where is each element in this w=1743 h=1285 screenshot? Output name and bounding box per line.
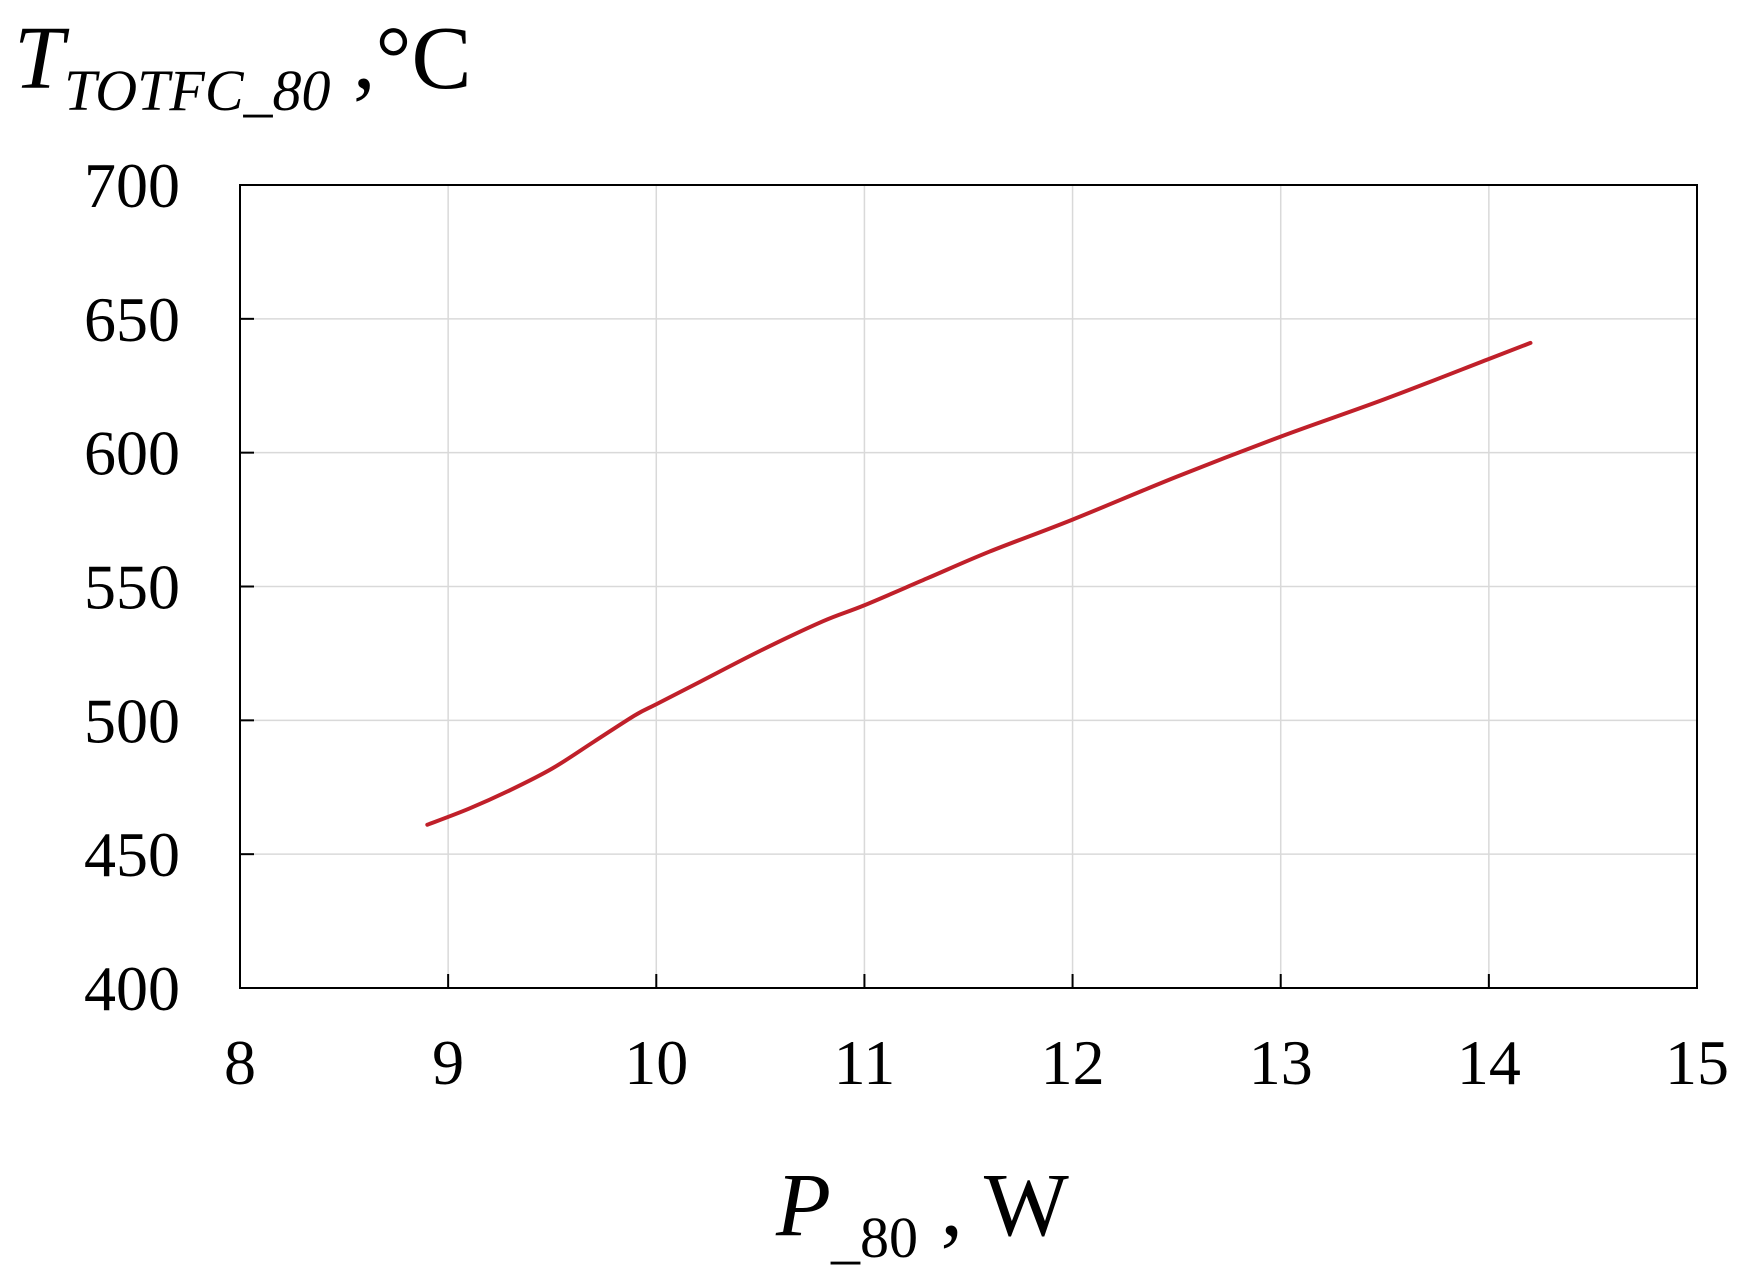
grid-lines	[239, 184, 1698, 989]
x-axis-subscript: _80	[830, 1205, 918, 1270]
y-axis-subscript: TOTFC_80	[64, 58, 330, 123]
y-tick-label: 700	[84, 150, 180, 221]
y-tick-label: 650	[84, 284, 180, 355]
y-tick-label: 450	[84, 819, 180, 890]
y-tick-label: 400	[84, 953, 180, 1024]
y-tick-label: 500	[84, 685, 180, 756]
series-line	[425, 340, 1533, 827]
y-axis-label: TTOTFC_80 ,°C	[14, 9, 472, 123]
x-tick-labels: 8 9 10 11 12 13 14 15	[224, 1027, 1729, 1098]
x-axis-unit: , W	[918, 1156, 1069, 1255]
y-axis-unit: ,°C	[331, 9, 472, 108]
plot-frame	[239, 184, 1698, 989]
x-tick-label: 13	[1249, 1027, 1313, 1098]
x-axis-symbol: P	[775, 1156, 831, 1255]
y-tick-label: 600	[84, 418, 180, 489]
series-group	[425, 340, 1533, 827]
x-tick-label: 14	[1457, 1027, 1521, 1098]
x-tick-label: 8	[224, 1027, 256, 1098]
x-tick-label: 10	[624, 1027, 688, 1098]
x-tick-label: 15	[1665, 1027, 1729, 1098]
x-tick-label: 12	[1041, 1027, 1105, 1098]
y-tick-labels: 400 450 500 550 600 650 700	[84, 150, 180, 1024]
x-tick-label: 11	[834, 1027, 896, 1098]
x-axis-label: P_80 , W	[775, 1156, 1069, 1270]
y-tick-label: 550	[84, 552, 180, 623]
x-tick-label: 9	[432, 1027, 464, 1098]
y-axis-symbol: T	[14, 9, 70, 108]
